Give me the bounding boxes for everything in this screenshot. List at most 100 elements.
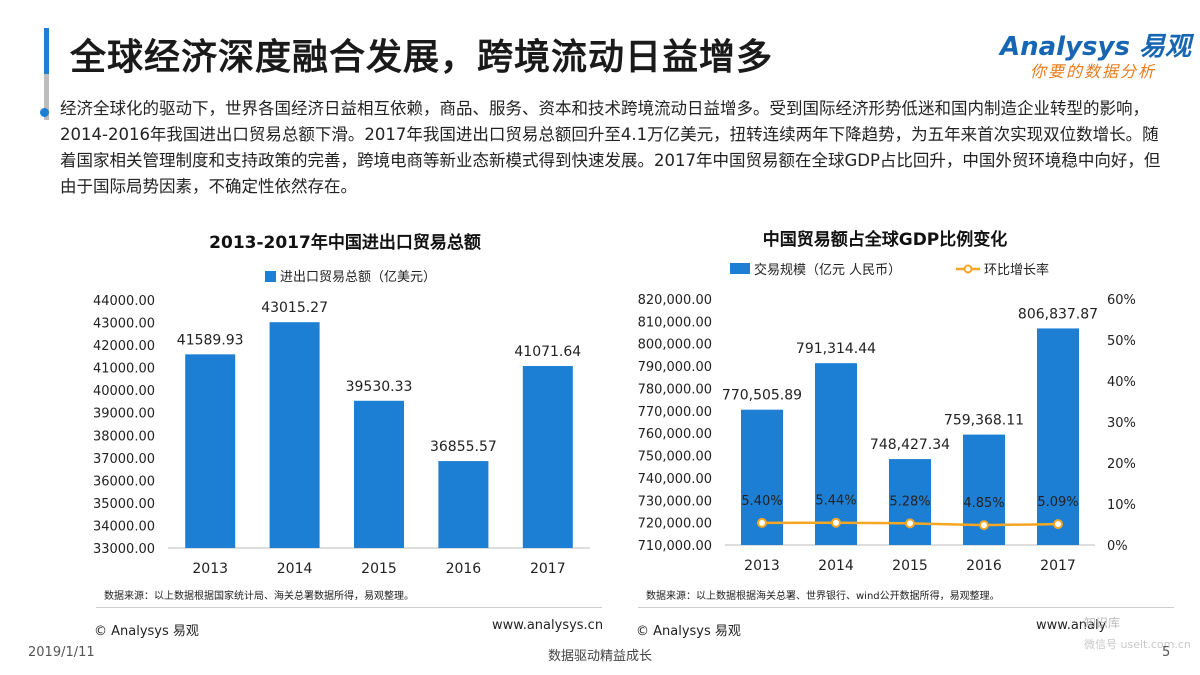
analysys-logo: Analysys 易观 你要的数据分析 — [1000, 26, 1191, 82]
chart2-bar — [815, 363, 857, 545]
bullet-icon — [40, 108, 49, 117]
chart1-xtick-label: 2017 — [530, 561, 566, 577]
chart1-ytick-label: 40000.00 — [93, 384, 155, 399]
chart2-y2tick-label: 60% — [1107, 293, 1136, 308]
chart2-ytick-label: 780,000.00 — [638, 382, 712, 397]
title-accent-bar — [44, 28, 58, 120]
chart1-source: 数据来源：以上数据根据国家统计局、海关总署数据所得，易观整理。 — [104, 591, 414, 602]
chart2-ytick-label: 730,000.00 — [638, 494, 712, 509]
chart1-bar — [269, 322, 320, 548]
website-right[interactable]: www.analy — [1036, 618, 1107, 633]
chart2-ytick-label: 740,000.00 — [638, 472, 712, 487]
chart2-ytick-label: 770,000.00 — [638, 405, 712, 420]
chart2-ytick-label: 810,000.00 — [638, 315, 712, 330]
trade-gdp-ratio-chart: 中国贸易额占全球GDP比例变化交易规模（亿元 人民币） 环比增长率 820,000.… — [620, 225, 1180, 585]
chart2-source: 数据来源：以上数据根据海关总署、世界银行、wind公开数据所得，易观整理。 — [646, 591, 1000, 602]
chart1-ytick-label: 43000.00 — [93, 317, 155, 332]
chart2-bar — [889, 459, 931, 545]
chart2-bar-value-label: 791,314.44 — [796, 341, 876, 357]
chart2-xtick-label: 2015 — [892, 558, 928, 574]
chart2-ytick-label: 710,000.00 — [638, 539, 712, 554]
title-accent-gray — [44, 74, 49, 120]
chart2-ytick-label: 820,000.00 — [638, 293, 712, 308]
title-accent-blue — [44, 28, 49, 74]
chart1-ytick-label: 42000.00 — [93, 339, 155, 354]
chart1-xtick-label: 2016 — [446, 561, 482, 577]
chart2-xtick-label: 2013 — [744, 558, 780, 574]
chart2-growth-point — [905, 518, 915, 529]
chart2-bar-value-label: 770,505.89 — [722, 388, 802, 404]
chart2-growth-label: 4.85% — [963, 496, 1004, 511]
chart2-y2tick-label: 30% — [1107, 416, 1136, 431]
chart1-ytick-label: 38000.00 — [93, 429, 155, 444]
chart1-ytick-label: 44000.00 — [93, 294, 155, 309]
chart2-ytick-label: 800,000.00 — [638, 338, 712, 353]
chart2-divider — [638, 607, 1174, 608]
chart2-ytick-label: 750,000.00 — [638, 450, 712, 465]
footer-slogan: 数据驱动精益成长 — [547, 649, 652, 664]
summary-paragraph: 经济全球化的驱动下，世界各国经济日益相互依赖，商品、服务、资本和技术跨境流动日益… — [60, 99, 1161, 196]
chart1-title: 2013-2017年中国进出口贸易总额 — [209, 232, 481, 253]
chart2-ytick-label: 790,000.00 — [638, 360, 712, 375]
website-left[interactable]: www.analysys.cn — [492, 618, 604, 633]
chart2-growth-point — [757, 517, 767, 528]
footer-date: 2019/1/11 — [28, 645, 95, 660]
chart2-ytick-label: 720,000.00 — [638, 517, 712, 532]
chart1-legend-swatch — [265, 271, 276, 282]
chart2-growth-label: 5.09% — [1037, 495, 1078, 510]
chart1-bar-value-label: 41589.93 — [177, 332, 244, 348]
chart1-ytick-label: 41000.00 — [93, 362, 155, 377]
chart1-xtick-label: 2015 — [361, 561, 397, 577]
logo-main-text: Analysys 易观 — [1000, 32, 1191, 62]
trade-total-chart: 2013-2017年中国进出口贸易总额进出口贸易总额（亿美元） 44000.00 4… — [60, 225, 610, 585]
page-number: 5 — [1162, 645, 1171, 660]
chart2-growth-label: 5.40% — [741, 494, 782, 509]
chart1-ytick-label: 37000.00 — [93, 452, 155, 467]
chart1-divider — [96, 607, 602, 608]
chart2-legend-line-label: 环比增长率 — [984, 262, 1049, 278]
chart2-legend-bar-swatch — [730, 263, 750, 274]
chart1-bar-value-label: 43015.27 — [261, 300, 328, 316]
chart1-ytick-label: 35000.00 — [93, 497, 155, 512]
chart1-legend-label: 进出口贸易总额（亿美元） — [280, 270, 436, 285]
chart1-ytick-label: 33000.00 — [93, 542, 155, 557]
chart2-bar-value-label: 759,368.11 — [944, 413, 1024, 429]
chart2-xtick-label: 2017 — [1040, 558, 1076, 574]
copyright-left: © Analysys 易观 — [94, 624, 199, 639]
chart1-ytick-label: 36000.00 — [93, 474, 155, 489]
chart2-growth-label: 5.28% — [889, 494, 930, 509]
chart1-bar-value-label: 39530.33 — [346, 379, 413, 395]
chart2-xtick-label: 2016 — [966, 558, 1002, 574]
chart1-xtick-label: 2013 — [192, 561, 228, 577]
chart1-ytick-label: 34000.00 — [93, 519, 155, 534]
chart1-xtick-label: 2014 — [277, 561, 313, 577]
logo-sub-text: 你要的数据分析 — [1030, 62, 1157, 81]
chart2-growth-label: 5.44% — [815, 494, 856, 509]
chart2-legend-line-marker — [963, 264, 973, 274]
chart2-bar-value-label: 806,837.87 — [1018, 306, 1098, 322]
chart1-bar — [185, 354, 236, 548]
chart2-y2tick-label: 40% — [1107, 375, 1136, 390]
chart2-bar — [1037, 328, 1079, 545]
chart2-y2tick-label: 50% — [1107, 334, 1136, 349]
chart1-bar — [522, 366, 573, 548]
chart2-bar-value-label: 748,427.34 — [870, 437, 950, 453]
wechat-id-watermark: 微信号 useit.com.cn — [1084, 638, 1191, 651]
wechat-watermark: 知识库 — [1084, 616, 1121, 630]
chart1-ytick-label: 39000.00 — [93, 407, 155, 422]
chart2-growth-point — [1053, 519, 1063, 530]
chart2-xtick-label: 2014 — [818, 558, 854, 574]
chart1-bar — [354, 400, 404, 548]
chart2-title: 中国贸易额占全球GDP比例变化 — [763, 229, 1008, 250]
chart1-bar-value-label: 41071.64 — [514, 344, 581, 360]
chart1-bar — [438, 461, 489, 548]
chart2-y2tick-label: 20% — [1107, 457, 1136, 472]
chart2-ytick-label: 760,000.00 — [638, 427, 712, 442]
page-title: 全球经济深度融合发展，跨境流动日益增多 — [70, 37, 774, 78]
chart2-y2tick-label: 10% — [1107, 498, 1136, 513]
chart1-bar-value-label: 36855.57 — [430, 439, 497, 455]
chart2-legend-bar-label: 交易规模（亿元 人民币） — [754, 262, 901, 278]
chart2-growth-point — [831, 517, 841, 528]
